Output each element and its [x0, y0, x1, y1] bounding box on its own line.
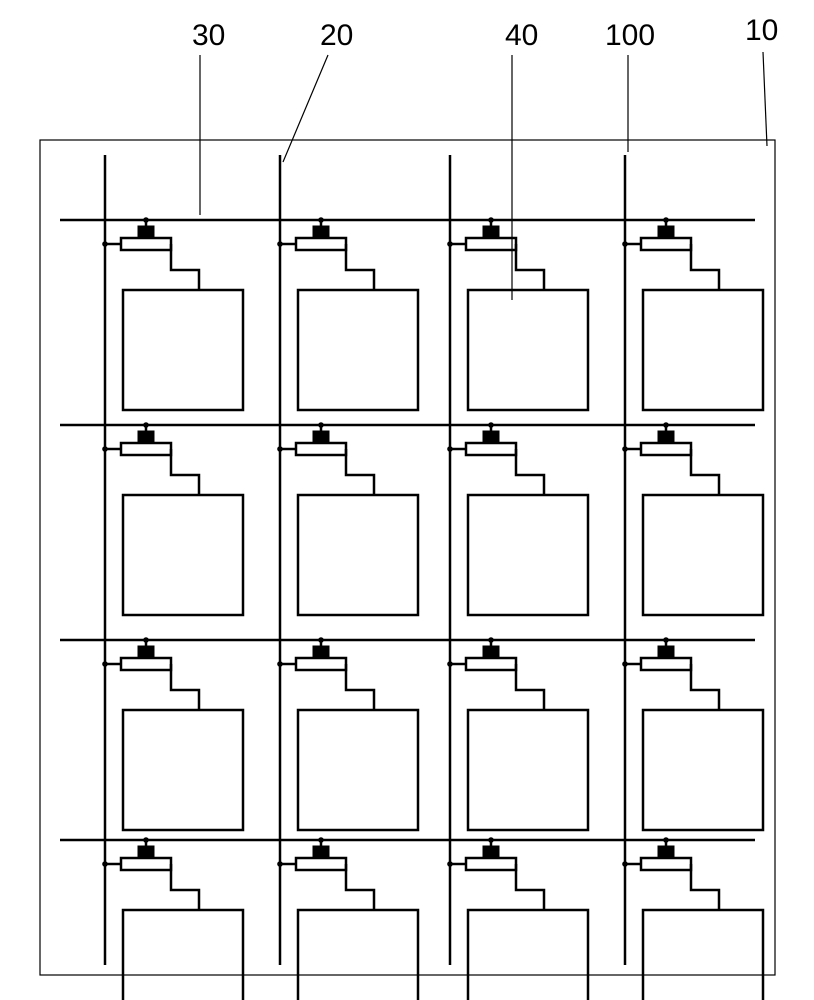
label-10: 10: [745, 14, 778, 47]
label-100: 100: [605, 19, 655, 52]
pixel-electrode: [468, 910, 588, 1000]
pixel-electrode: [298, 495, 418, 615]
pixel-electrode: [298, 910, 418, 1000]
label-20: 20: [320, 19, 353, 52]
pixel-electrode: [643, 710, 763, 830]
pixel-cell: [622, 637, 763, 830]
pixel-electrode: [298, 710, 418, 830]
label-30: 30: [192, 19, 225, 52]
leader-line-1: [283, 55, 328, 162]
pixel-cell: [447, 422, 588, 615]
leader-line-4: [763, 52, 767, 146]
pixel-electrode: [468, 290, 588, 410]
pixel-cell: [277, 422, 418, 615]
pixel-electrode: [643, 910, 763, 1000]
pixel-electrode: [468, 710, 588, 830]
pixel-electrode: [123, 290, 243, 410]
pixel-electrode: [123, 495, 243, 615]
pixel-electrode: [298, 290, 418, 410]
pixel-electrode: [123, 710, 243, 830]
pixel-electrode: [468, 495, 588, 615]
pixel-electrode: [123, 910, 243, 1000]
pixel-cell: [622, 217, 763, 410]
pixel-cell: [622, 422, 763, 615]
pixel-electrode: [643, 495, 763, 615]
tft-array-diagram: 30 20 40 100 10: [0, 0, 814, 1000]
pixel-electrode: [643, 290, 763, 410]
pixel-cell: [447, 217, 588, 410]
pixel-cell: [102, 422, 243, 615]
pixel-cell: [102, 217, 243, 410]
pixel-cell: [102, 637, 243, 830]
pixel-cell: [277, 217, 418, 410]
pixel-cell: [447, 637, 588, 830]
label-40: 40: [505, 19, 538, 52]
pixel-cell: [277, 637, 418, 830]
